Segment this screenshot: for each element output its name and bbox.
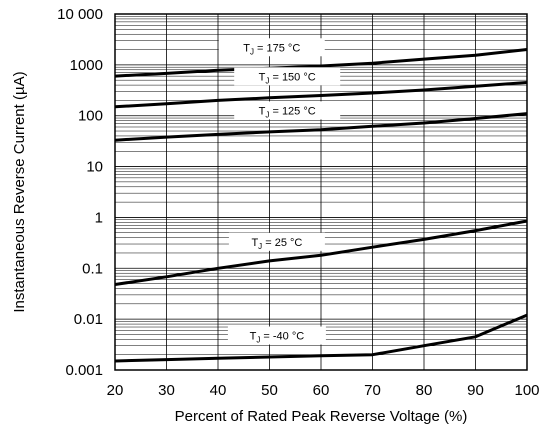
x-tick-label: 100 (514, 382, 539, 399)
x-tick-label: 40 (210, 382, 227, 399)
series-line (114, 48, 528, 78)
series-label-prefix: T (250, 331, 257, 343)
series-label-text: TJ = 125 °C (259, 105, 316, 119)
series-line (114, 313, 528, 363)
x-axis-tick-labels: 20 30 40 50 60 70 80 90 100 (107, 382, 540, 399)
series-label-prefix: T (259, 105, 266, 117)
y-tick-label: 0.01 (74, 311, 103, 328)
x-tick-label: 20 (107, 382, 124, 399)
x-axis-title: Percent of Rated Peak Reverse Voltage (%… (175, 408, 468, 425)
series-label-subscript: J (256, 336, 260, 345)
series-label-prefix: T (243, 42, 250, 54)
series-label-background (234, 101, 341, 120)
series-line (114, 81, 528, 109)
series-label-subscript: J (250, 47, 254, 56)
y-axis-title: Instantaneous Reverse Current (µA) (11, 71, 28, 312)
x-tick-label: 70 (364, 382, 381, 399)
series-label-value: = -40 °C (260, 331, 304, 343)
x-tick-label: 90 (467, 382, 484, 399)
y-tick-label: 0.1 (82, 260, 103, 277)
y-axis-tick-labels: 0.001 0.01 0.1 1 10 100 1000 10 000 (57, 6, 103, 379)
series-label-background (228, 232, 325, 251)
y-tick-label: 10 000 (57, 6, 103, 23)
series-label-background (218, 38, 325, 57)
series-label: TJ = -40 °C (227, 326, 326, 345)
series-label-prefix: T (251, 237, 258, 249)
series-label-value: = 25 °C (262, 237, 302, 249)
y-tick-label: 1000 (70, 57, 103, 74)
y-tick-label: 1 (95, 209, 103, 226)
series-label-text: TJ = 175 °C (243, 42, 300, 56)
x-tick-label: 80 (416, 382, 433, 399)
series-label: TJ = 150 °C (234, 67, 341, 86)
series-label: TJ = 25 °C (228, 232, 325, 251)
series-line (114, 112, 528, 142)
y-tick-label: 10 (86, 159, 103, 176)
x-tick-label: 60 (313, 382, 330, 399)
x-tick-label: 30 (158, 382, 175, 399)
series-line (114, 219, 528, 286)
y-tick-label: 0.001 (65, 362, 103, 379)
y-tick-label: 100 (78, 108, 103, 125)
series-label-value: = 175 °C (254, 42, 300, 54)
series-labels: TJ = 175 °CTJ = 150 °CTJ = 125 °CTJ = 25… (218, 38, 341, 345)
series-label-text: TJ = -40 °C (250, 331, 305, 345)
series-lines (114, 48, 528, 363)
series-label-subscript: J (265, 110, 269, 119)
plot-frame (114, 13, 528, 371)
series-label-value: = 150 °C (269, 71, 315, 83)
series-label-subscript: J (265, 76, 269, 85)
series-label-subscript: J (258, 242, 262, 251)
series-label-text: TJ = 150 °C (259, 71, 316, 85)
series-label-value: = 125 °C (269, 105, 315, 117)
series-label-prefix: T (259, 71, 266, 83)
series-label: TJ = 125 °C (234, 101, 341, 120)
series-label-background (234, 67, 341, 86)
series-label-background (227, 326, 326, 345)
series-label-text: TJ = 25 °C (251, 237, 302, 251)
x-tick-label: 50 (261, 382, 278, 399)
series-label: TJ = 175 °C (218, 38, 325, 57)
